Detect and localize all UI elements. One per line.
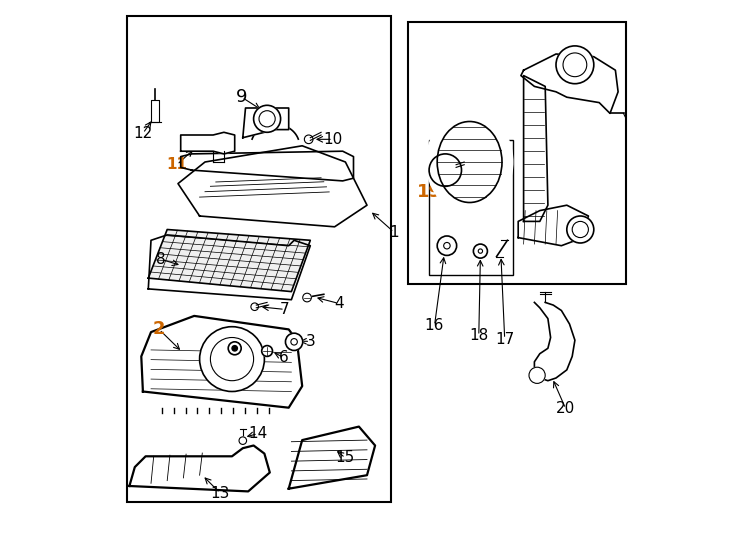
Polygon shape (181, 151, 354, 181)
Circle shape (254, 105, 280, 132)
Polygon shape (288, 427, 375, 489)
Text: 20: 20 (556, 401, 575, 416)
Text: 10: 10 (324, 132, 343, 147)
Ellipse shape (432, 116, 507, 208)
Circle shape (239, 437, 247, 444)
Text: 17: 17 (495, 332, 515, 347)
Text: 16: 16 (425, 318, 444, 333)
Circle shape (286, 333, 302, 350)
Text: 11: 11 (167, 157, 187, 172)
Circle shape (211, 338, 254, 381)
Polygon shape (243, 108, 288, 138)
Polygon shape (534, 302, 575, 381)
Circle shape (228, 342, 241, 355)
Text: 14: 14 (248, 426, 268, 441)
Polygon shape (521, 54, 618, 113)
Circle shape (200, 327, 264, 392)
Text: 1: 1 (389, 225, 399, 240)
Circle shape (556, 46, 594, 84)
Text: 12: 12 (134, 126, 153, 141)
Text: 4: 4 (334, 296, 344, 311)
Circle shape (529, 367, 545, 383)
Text: 5: 5 (235, 352, 245, 367)
Polygon shape (518, 205, 589, 246)
Ellipse shape (426, 111, 513, 213)
Polygon shape (178, 146, 367, 227)
Bar (429, 140, 513, 275)
Ellipse shape (437, 122, 502, 202)
Text: 3: 3 (305, 334, 315, 349)
Text: 2: 2 (153, 320, 165, 339)
Polygon shape (129, 446, 270, 491)
Circle shape (302, 293, 311, 302)
Circle shape (232, 346, 237, 351)
Circle shape (262, 346, 272, 356)
Circle shape (437, 236, 457, 255)
Polygon shape (148, 230, 310, 292)
Circle shape (429, 154, 462, 186)
Text: 7: 7 (280, 302, 290, 317)
Bar (127, 16, 391, 502)
Circle shape (259, 111, 275, 127)
Text: 6: 6 (278, 350, 288, 365)
Polygon shape (181, 132, 235, 154)
Text: 18: 18 (469, 328, 488, 343)
Text: 8: 8 (156, 252, 166, 267)
Circle shape (567, 216, 594, 243)
Circle shape (473, 244, 487, 258)
Text: 15: 15 (335, 450, 355, 465)
Text: 9: 9 (236, 88, 247, 106)
Polygon shape (141, 316, 302, 408)
Polygon shape (523, 76, 548, 221)
Bar (407, 22, 626, 284)
Text: 13: 13 (211, 485, 230, 501)
Text: 19: 19 (417, 183, 442, 201)
